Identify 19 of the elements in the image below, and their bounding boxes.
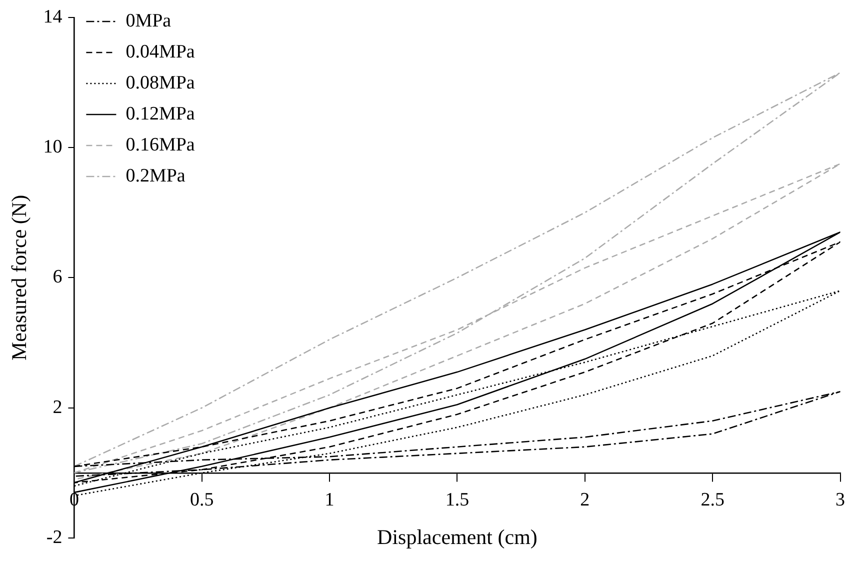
- x-tick-label: 1: [324, 489, 334, 510]
- x-tick-label: 2.5: [700, 489, 724, 510]
- legend-label: 0.08MPa: [126, 72, 196, 94]
- legend-label: 0.2MPa: [126, 165, 186, 186]
- x-axis-title: Displacement (cm): [377, 524, 538, 549]
- legend-label: 0.04MPa: [126, 41, 196, 62]
- x-tick-label: 0.5: [190, 489, 214, 510]
- y-tick-label: 14: [43, 6, 63, 28]
- y-tick-label: -2: [46, 526, 62, 548]
- legend-label: 0MPa: [126, 10, 172, 32]
- y-tick-label: 2: [52, 396, 62, 418]
- y-axis-title: Measured force (N): [7, 194, 32, 360]
- x-tick-label: 2: [580, 489, 590, 510]
- y-tick-label: 6: [52, 266, 62, 288]
- y-tick-label: 10: [43, 136, 62, 158]
- x-tick-label: 1.5: [445, 489, 470, 510]
- legend-label: 0.12MPa: [126, 103, 196, 124]
- legend-label: 0.16MPa: [126, 134, 196, 156]
- x-tick-label: 3: [836, 489, 845, 510]
